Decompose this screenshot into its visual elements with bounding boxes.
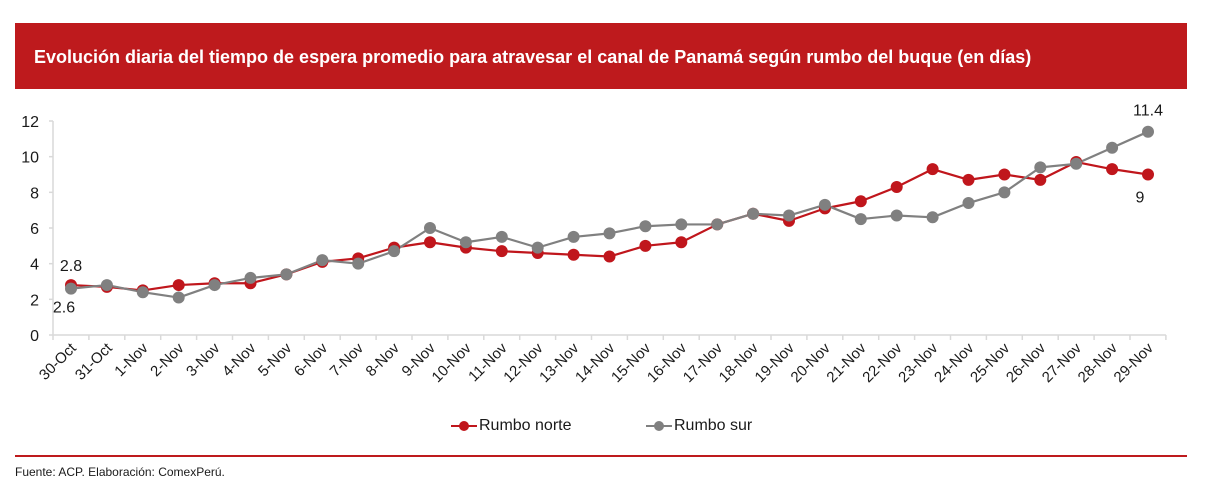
data-point-sur	[711, 218, 724, 231]
data-point-sur	[783, 209, 795, 222]
data-point-sur	[172, 291, 185, 304]
data-point-norte	[172, 279, 185, 292]
legend: Rumbo norte Rumbo sur	[0, 417, 1209, 439]
y-tick-label: 2	[30, 292, 39, 309]
legend-marker-norte-icon	[451, 420, 477, 432]
data-point-norte	[675, 236, 688, 249]
legend-marker-sur-icon	[646, 420, 672, 432]
data-point-norte	[639, 239, 652, 252]
x-tick-label: 6-Nov	[291, 339, 332, 380]
x-tick-label: 10-Nov	[429, 339, 476, 386]
x-tick-label: 3-Nov	[183, 339, 224, 380]
data-point-sur	[1070, 157, 1083, 170]
data-point-norte	[962, 173, 975, 186]
data-point-sur	[136, 286, 149, 299]
y-tick-label: 8	[30, 185, 39, 202]
source-note: Fuente: ACP. Elaboración: ComexPerú.	[15, 465, 225, 479]
data-point-sur	[100, 279, 113, 292]
legend-label: Rumbo sur	[674, 417, 753, 434]
y-tick-label: 6	[30, 221, 39, 238]
legend-item-rumbo-norte[interactable]: Rumbo norte	[451, 417, 572, 435]
data-point-sur	[459, 236, 472, 249]
data-point-sur	[675, 218, 688, 231]
y-tick-label: 12	[21, 114, 39, 131]
data-label: 2.8	[60, 258, 82, 275]
series-line-rumbo-sur	[70, 130, 1149, 299]
x-tick-label: 1-Nov	[111, 339, 152, 380]
data-label: 9	[1136, 190, 1145, 207]
data-point-norte	[495, 245, 508, 258]
data-label: 2.6	[53, 300, 75, 317]
x-tick-label: 4-Nov	[219, 339, 260, 380]
data-point-sur	[962, 197, 975, 210]
data-point-sur	[926, 211, 939, 224]
data-point-norte	[1106, 163, 1119, 176]
data-point-norte	[998, 168, 1011, 181]
data-point-sur	[603, 227, 616, 240]
data-point-norte	[1142, 168, 1154, 181]
data-point-sur	[1034, 161, 1047, 174]
x-tick-label: 30-Oct	[36, 339, 80, 383]
y-tick-label: 4	[30, 257, 39, 274]
title-banner: Evolución diaria del tiempo de espera pr…	[15, 23, 1187, 89]
y-tick-label: 10	[21, 150, 39, 167]
data-point-sur	[531, 241, 544, 254]
x-tick-label: 31-Oct	[72, 339, 116, 383]
data-point-norte	[424, 236, 436, 249]
data-point-sur	[890, 209, 903, 222]
data-point-sur	[747, 207, 760, 220]
data-point-sur	[854, 213, 867, 226]
data-label: 11.4	[1133, 103, 1163, 120]
x-tick-label: 29-Nov	[1111, 339, 1158, 386]
x-tick-label: 2-Nov	[147, 339, 188, 380]
data-point-sur	[639, 220, 652, 233]
data-point-norte	[1034, 173, 1047, 186]
legend-label: Rumbo norte	[479, 417, 572, 434]
data-point-sur	[495, 230, 508, 243]
data-point-sur	[316, 254, 329, 267]
series-line-rumbo-norte	[70, 160, 1149, 292]
data-point-sur	[1142, 125, 1154, 138]
data-point-sur	[567, 230, 580, 243]
data-point-sur	[1106, 141, 1119, 154]
data-point-sur	[388, 245, 401, 258]
data-point-sur	[280, 268, 293, 281]
data-point-sur	[352, 257, 365, 270]
data-point-norte	[890, 180, 903, 193]
legend-item-rumbo-sur[interactable]: Rumbo sur	[646, 417, 752, 435]
x-tick-label: 8-Nov	[363, 339, 404, 380]
data-point-sur	[65, 282, 77, 295]
x-tick-label: 7-Nov	[327, 339, 368, 380]
x-tick-label: 5-Nov	[255, 339, 296, 380]
data-point-sur	[424, 222, 436, 234]
data-point-norte	[926, 163, 939, 176]
y-tick-label: 0	[30, 328, 39, 345]
footer-divider	[15, 455, 1187, 457]
data-point-norte	[567, 248, 580, 261]
chart-title: Evolución diaria del tiempo de espera pr…	[34, 47, 1032, 67]
data-point-norte	[603, 250, 616, 263]
data-point-sur	[818, 198, 831, 211]
data-point-sur	[998, 186, 1011, 199]
data-point-norte	[854, 195, 867, 208]
data-point-sur	[208, 279, 221, 292]
data-point-sur	[244, 271, 257, 284]
